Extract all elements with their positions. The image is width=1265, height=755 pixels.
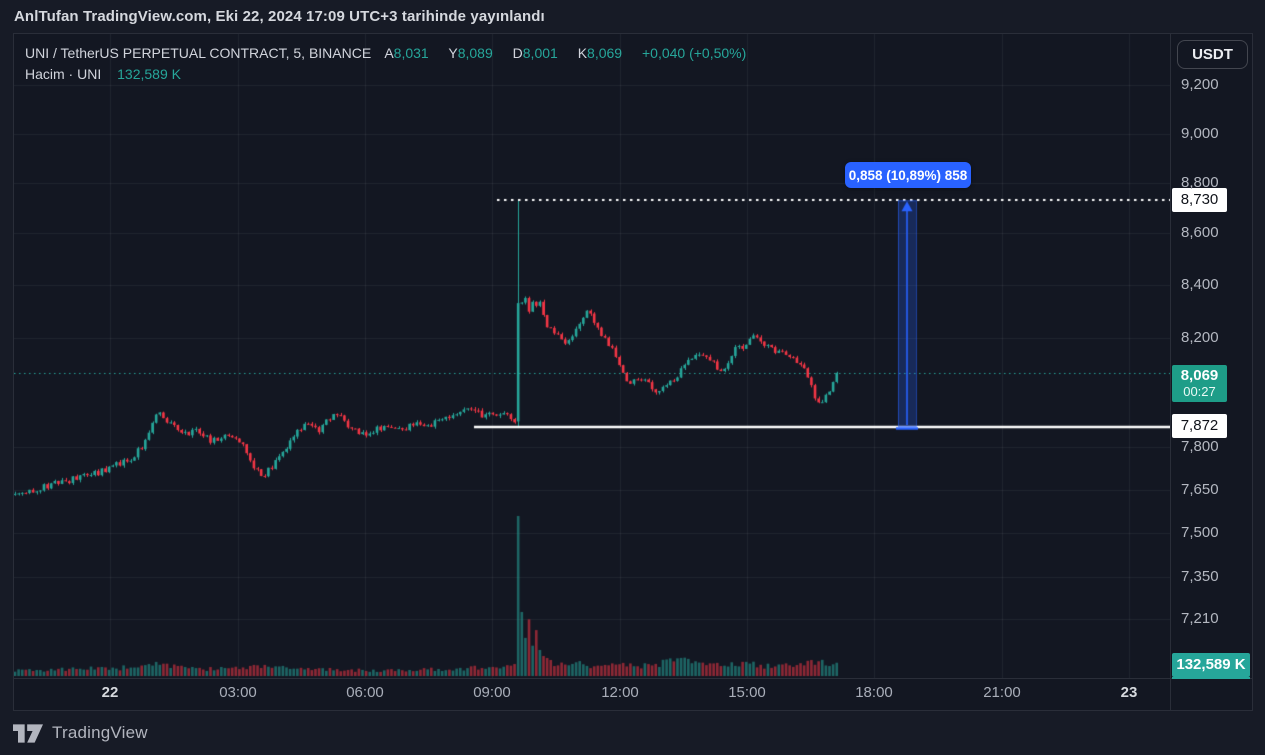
bar-countdown: 00:27 xyxy=(1183,383,1216,399)
measure-tool-label[interactable]: 0,858 (10,89%) 858 xyxy=(845,162,971,188)
time-axis[interactable]: 22 03:00 06:00 09:00 12:00 15:00 18:00 21:00 23 xyxy=(14,679,1170,709)
price-tick-label: 8,600 xyxy=(1181,224,1219,242)
volume-total-label: 132,589 K xyxy=(1172,653,1250,677)
tradingview-brand-text: TradingView xyxy=(52,723,148,742)
price-axis[interactable]: 8,730 8,069 00:27 7,872 132,589 K 9,200 9… xyxy=(1171,34,1252,678)
time-tick-label: 06:00 xyxy=(346,684,384,701)
time-tick-label: 03:00 xyxy=(219,684,257,701)
price-chart-canvas[interactable] xyxy=(14,34,1170,678)
price-tick-label: 7,210 xyxy=(1181,610,1219,628)
resistance-price-label: 8,730 xyxy=(1172,188,1227,213)
time-axis-separator xyxy=(14,678,1252,679)
currency-unit-button[interactable]: USDT xyxy=(1177,40,1248,69)
price-tick-label: 9,200 xyxy=(1181,76,1219,94)
time-tick-label: 21:00 xyxy=(983,684,1021,701)
current-price-value: 8,069 xyxy=(1180,366,1219,384)
support-price-label: 7,872 xyxy=(1172,413,1227,438)
price-tick-label: 7,500 xyxy=(1181,524,1219,542)
current-price-label: 8,069 00:27 xyxy=(1172,364,1227,402)
price-tick-label: 7,350 xyxy=(1181,568,1219,586)
price-tick-label: 9,000 xyxy=(1181,124,1219,142)
time-tick-label: 12:00 xyxy=(601,684,639,701)
price-axis-separator xyxy=(1170,34,1171,710)
price-tick-label: 8,400 xyxy=(1181,275,1219,293)
price-tick-label: 7,800 xyxy=(1181,438,1219,456)
price-tick-label: 7,650 xyxy=(1181,480,1219,498)
time-tick-label: 09:00 xyxy=(473,684,511,701)
time-tick-label: 18:00 xyxy=(855,684,893,701)
price-tick-label: 8,200 xyxy=(1181,328,1219,346)
tradingview-logo-link[interactable]: TradingView xyxy=(13,719,148,747)
volume-label-underline xyxy=(1172,677,1250,679)
tradingview-icon xyxy=(13,723,43,743)
time-tick-label: 22 xyxy=(101,684,119,701)
time-tick-label: 15:00 xyxy=(728,684,766,701)
time-tick-label: 23 xyxy=(1120,684,1138,701)
attribution-text: AnlTufan TradingView.com, Eki 22, 2024 1… xyxy=(14,8,545,25)
price-tick-label: 8,800 xyxy=(1181,173,1219,191)
